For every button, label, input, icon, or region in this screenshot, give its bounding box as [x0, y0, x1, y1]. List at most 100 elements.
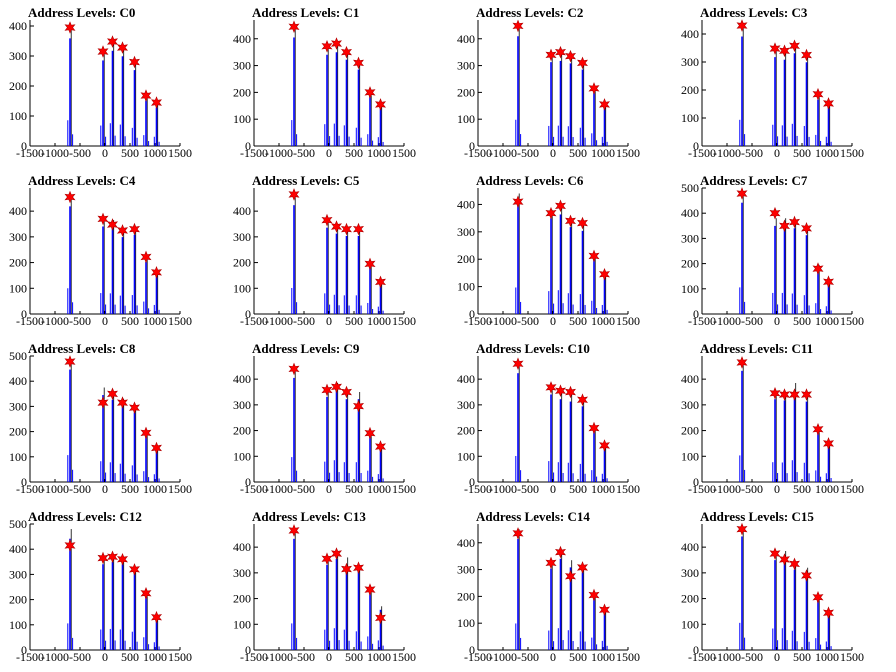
x-tick-label: -500 [69, 314, 91, 328]
y-tick-label: 300 [457, 563, 475, 577]
x-tick-label: 500 [793, 482, 811, 496]
peak-marker [564, 214, 577, 228]
x-tick-label: -1000 [265, 650, 293, 664]
x-tick-label: -1500 [16, 146, 44, 160]
x-tick-label: 500 [121, 314, 139, 328]
x-tick-label: -1500 [240, 146, 268, 160]
peak-marker [779, 44, 790, 58]
x-tick-label: 1500 [616, 482, 640, 496]
peak-marker [97, 45, 109, 58]
y-tick-label: 0 [21, 643, 27, 657]
panel-title: Address Levels: C12 [28, 509, 142, 524]
peak-marker [150, 610, 163, 624]
x-tick-label: -1000 [489, 482, 517, 496]
x-tick-label: -1000 [41, 146, 69, 160]
peak-marker [812, 423, 824, 436]
peak-marker [800, 388, 813, 401]
y-tick-label: 0 [469, 475, 475, 489]
peak-marker [64, 190, 76, 204]
x-tick-label: 500 [793, 146, 811, 160]
x-tick-label: -500 [517, 314, 539, 328]
x-tick-label: 1000 [815, 314, 839, 328]
chart-panel: Address Levels: C2 0 100 200 300 400 -1500-100… [457, 5, 640, 160]
peak-marker [822, 275, 835, 288]
peak-marker [565, 385, 576, 399]
x-tick-label: 500 [345, 146, 363, 160]
chart-panel: Address Levels: C1 0 100 200 300 400 -1500-100… [233, 5, 416, 160]
chart-panel: Address Levels: C10 0 100 200 300 400 -1500-10… [457, 341, 640, 496]
y-tick-label: 100 [457, 616, 475, 630]
y-tick-label: 100 [681, 111, 699, 125]
y-tick-label: 0 [469, 139, 475, 153]
chart-panel: Address Levels: C4 0 100 200 300 400 -1500-100… [9, 173, 192, 328]
peak-marker [576, 393, 589, 406]
peak-marker [97, 396, 109, 409]
x-tick-label: 500 [569, 650, 587, 664]
x-tick-label: -500 [741, 650, 763, 664]
y-tick-label: 0 [693, 139, 699, 153]
x-tick-label: 0 [102, 314, 108, 328]
y-tick-label: 0 [245, 139, 251, 153]
y-tick-label: 500 [9, 349, 27, 363]
peak-marker [778, 553, 791, 566]
peak-marker [116, 396, 129, 409]
x-tick-label: 500 [121, 146, 139, 160]
x-tick-label: 500 [345, 314, 363, 328]
y-tick-label: 300 [9, 49, 27, 63]
y-tick-label: 200 [233, 85, 251, 99]
y-tick-label: 100 [9, 109, 27, 123]
x-tick-label: 0 [774, 146, 780, 160]
x-tick-label: -1000 [489, 146, 517, 160]
peak-marker [545, 48, 557, 62]
y-tick-label: 0 [469, 643, 475, 657]
panel-title: Address Levels: C13 [252, 509, 366, 524]
panel-title: Address Levels: C0 [28, 5, 135, 20]
peak-marker [822, 437, 835, 450]
y-tick-label: 500 [681, 181, 699, 195]
peak-marker [812, 262, 824, 275]
y-tick-label: 0 [693, 643, 699, 657]
x-tick-label: 1500 [840, 650, 864, 664]
peak-marker [778, 388, 791, 401]
x-tick-label: -1000 [489, 314, 517, 328]
peak-marker [140, 250, 152, 264]
x-tick-label: 1000 [367, 482, 391, 496]
y-tick-label: 300 [9, 399, 27, 413]
panel-title: Address Levels: C10 [476, 341, 590, 356]
x-tick-label: -500 [293, 650, 315, 664]
y-tick-label: 200 [233, 256, 251, 270]
x-tick-label: 500 [793, 650, 811, 664]
x-tick-label: 0 [326, 314, 332, 328]
y-tick-label: 400 [681, 27, 699, 41]
y-tick-label: 300 [233, 398, 251, 412]
x-tick-label: 1000 [367, 314, 391, 328]
x-tick-label: -500 [517, 146, 539, 160]
y-tick-label: 200 [681, 257, 699, 271]
peak-marker [64, 21, 76, 34]
chart-panel: Address Levels: C70100200300400500-1500-… [681, 173, 864, 328]
peak-marker [545, 556, 557, 570]
x-tick-label: 0 [550, 314, 556, 328]
x-tick-label: -500 [517, 482, 539, 496]
y-tick-label: 0 [245, 475, 251, 489]
x-tick-label: 0 [774, 482, 780, 496]
y-tick-label: 300 [681, 398, 699, 412]
peak-marker [128, 563, 141, 576]
x-tick-label: 1000 [367, 146, 391, 160]
x-tick-label: -1500 [464, 146, 492, 160]
y-tick-label: 500 [9, 517, 27, 531]
chart-panel: Address Levels: C11 0 100 200 300 400 -1500-10… [681, 341, 864, 496]
peak-marker [769, 206, 781, 220]
x-tick-label: 1000 [143, 314, 167, 328]
y-tick-label: 400 [233, 204, 251, 218]
peak-marker [554, 545, 567, 559]
x-tick-label: -500 [741, 146, 763, 160]
peak-marker [330, 220, 343, 233]
y-tick-label: 100 [457, 280, 475, 294]
x-tick-label: 1500 [168, 314, 192, 328]
y-tick-label: 400 [457, 372, 475, 386]
panel-title: Address Levels: C8 [28, 341, 136, 356]
peak-marker [800, 221, 813, 235]
peak-marker [554, 199, 567, 213]
